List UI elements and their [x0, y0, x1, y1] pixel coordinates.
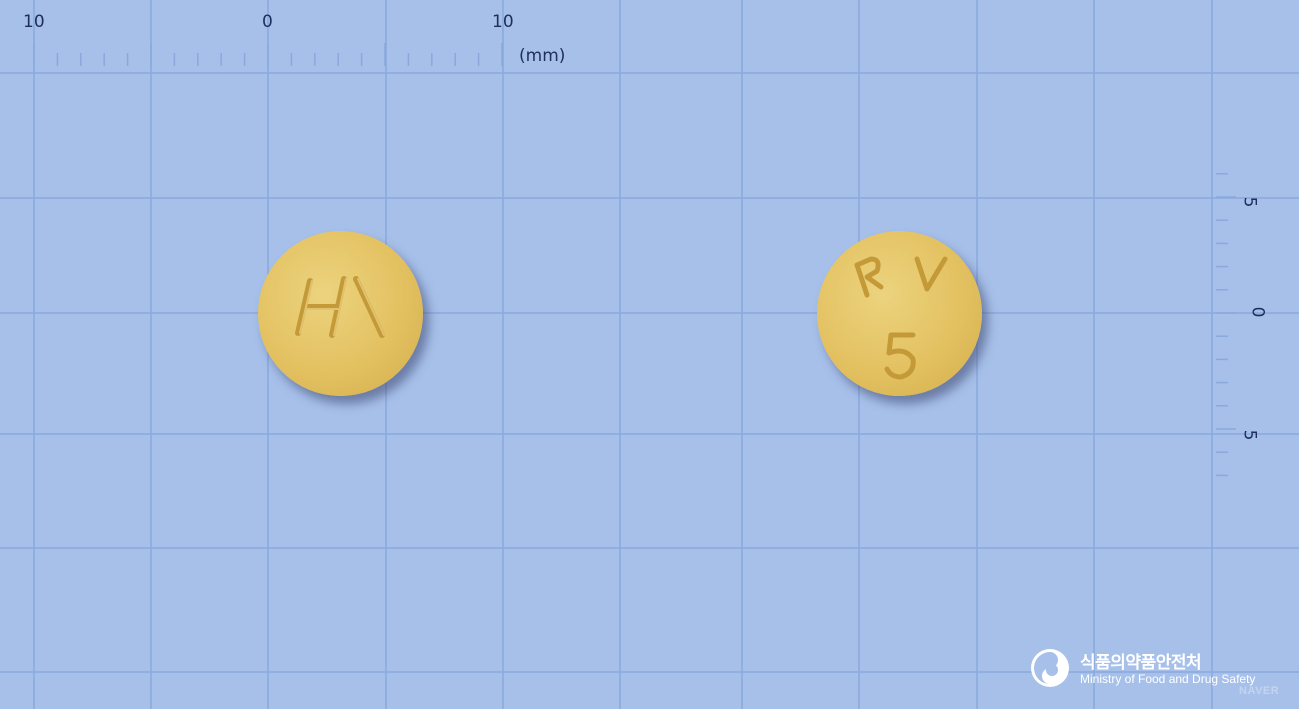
watermark-org-korean: 식품의약품안전처 [1080, 653, 1202, 673]
top-scale-unit: (mm) [519, 46, 566, 66]
pill-front-imprint [295, 276, 385, 338]
pill-front: H\ [258, 231, 423, 396]
pill-back: R V 5 [817, 231, 982, 396]
watermark-brand: NAVER [1239, 685, 1280, 697]
top-scale-label-center: 0 [262, 12, 273, 32]
top-scale-label-right: 10 [492, 12, 514, 32]
watermark-org-english: Ministry of Food and Drug Safety [1080, 672, 1256, 686]
top-scale-label-left: 10 [23, 12, 45, 32]
right-scale-label-center: 0 [1247, 306, 1268, 318]
right-scale-label-top: 5 [1239, 196, 1260, 208]
pill-back-imprint [854, 256, 948, 380]
mfds-logo-icon [1031, 649, 1069, 687]
right-scale-label-bottom: 5 [1239, 429, 1260, 441]
